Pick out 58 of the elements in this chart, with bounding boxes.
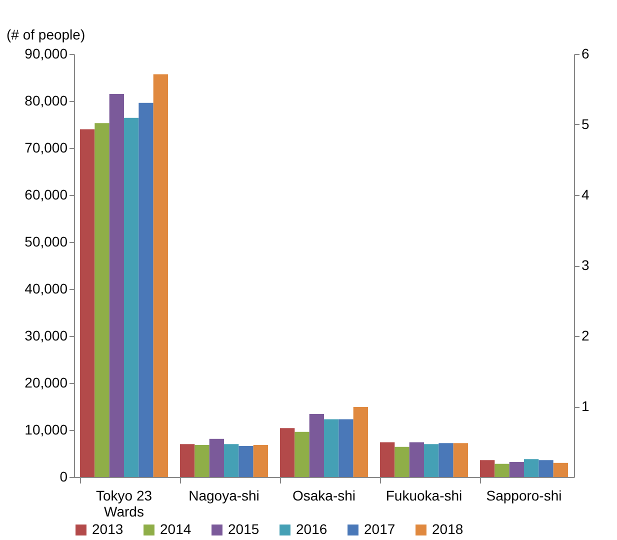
bar <box>424 444 439 477</box>
bar <box>124 118 139 477</box>
y-tick-label: 70,000 <box>24 140 68 156</box>
bar <box>338 419 354 477</box>
bar <box>80 129 95 477</box>
y2-tick-label: 1 <box>582 398 590 414</box>
bar <box>353 406 368 477</box>
legend-label: 2015 <box>228 521 260 537</box>
y-tick-label: 80,000 <box>24 92 68 108</box>
y-tick-label: 60,000 <box>24 186 68 202</box>
legend-label: 2016 <box>296 521 328 537</box>
y-tick-label: 10,000 <box>24 422 68 438</box>
y-tick-label: 50,000 <box>24 234 68 250</box>
y2-tick-label: 3 <box>582 257 590 273</box>
legend-label: 2018 <box>432 521 464 537</box>
x-tick-label: Sapporo-shi <box>486 488 562 504</box>
bar <box>409 442 424 477</box>
bar <box>309 414 324 477</box>
y2-tick-label: 4 <box>582 186 590 202</box>
bar <box>294 432 310 477</box>
bar <box>253 445 268 477</box>
x-tick-label: Fukuoka-shi <box>386 488 462 504</box>
bar <box>109 94 124 477</box>
x-tick-label: Tokyo 23 Wards <box>96 488 152 520</box>
bar <box>238 446 254 477</box>
bar <box>280 428 295 477</box>
legend-label: 2017 <box>364 521 396 537</box>
bar <box>524 459 539 477</box>
bar <box>180 444 195 477</box>
bar <box>538 460 554 477</box>
legend-label: 2013 <box>92 521 124 537</box>
x-tick-label: Nagoya-shi <box>188 488 260 504</box>
bar <box>553 462 568 477</box>
legend-label: 2014 <box>160 521 192 537</box>
y-tick-label: 30,000 <box>24 328 68 344</box>
bar <box>194 445 210 477</box>
y2-tick-label: 6 <box>582 46 590 62</box>
y2-tick-label: 2 <box>582 328 590 344</box>
bar <box>324 419 339 477</box>
bar <box>209 438 224 477</box>
y-tick-label: 40,000 <box>24 280 68 296</box>
y-axis-title: (# of people) <box>6 26 86 42</box>
bar <box>509 462 524 477</box>
bar <box>224 444 239 477</box>
y2-tick-label: 5 <box>582 116 590 132</box>
bar <box>453 443 468 477</box>
bar <box>94 123 110 477</box>
bar <box>438 443 454 477</box>
bar <box>394 446 410 477</box>
x-tick-label: Osaka-shi <box>292 488 356 504</box>
bar <box>380 442 395 477</box>
bar <box>153 74 168 477</box>
y-tick-label: 0 <box>60 468 68 484</box>
y-tick-label: 20,000 <box>24 374 68 390</box>
bar <box>480 460 495 477</box>
y-tick-label: 90,000 <box>24 46 68 62</box>
bar <box>138 102 154 477</box>
bar <box>494 464 510 477</box>
